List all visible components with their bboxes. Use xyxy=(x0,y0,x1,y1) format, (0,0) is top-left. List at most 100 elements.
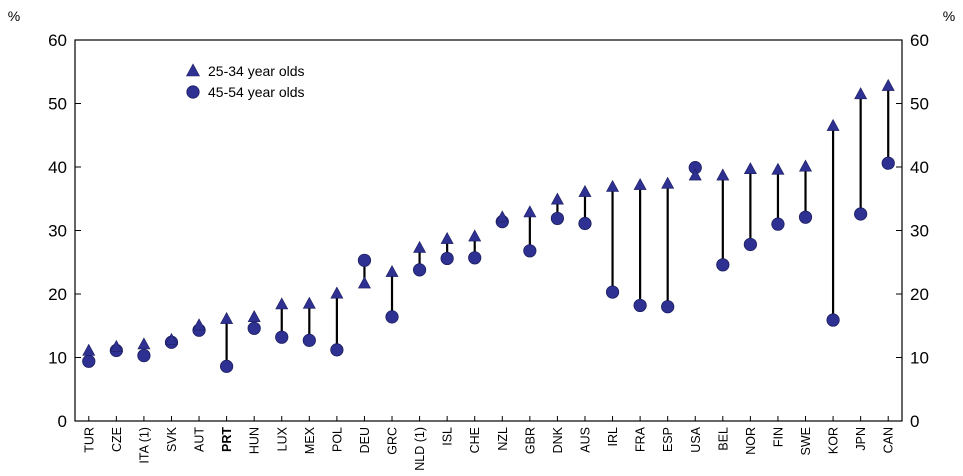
point-45-54 xyxy=(854,207,868,221)
point-25-34 xyxy=(385,264,399,277)
y-tick-label-left: 50 xyxy=(48,95,67,114)
point-25-34 xyxy=(468,229,482,242)
x-category-label: AUS xyxy=(578,427,592,453)
point-25-34 xyxy=(109,339,123,352)
point-45-54 xyxy=(578,216,592,231)
point-45-54 xyxy=(330,343,344,357)
point-25-34 xyxy=(330,286,344,299)
point-45-54 xyxy=(357,253,372,267)
x-category-label: SVK xyxy=(165,426,179,452)
y-tick-label-right: 60 xyxy=(910,31,929,50)
point-45-54 xyxy=(605,285,620,299)
y-tick-label-left: 60 xyxy=(48,31,67,50)
x-category-label: ESP xyxy=(661,427,675,452)
x-category-label: HUN xyxy=(248,427,262,454)
point-45-54 xyxy=(798,210,813,224)
legend-label-45-54: 45-54 year olds xyxy=(208,84,305,100)
y-tick-label-left: 40 xyxy=(48,158,67,177)
point-45-54 xyxy=(550,211,565,226)
point-25-34 xyxy=(606,179,620,192)
x-category-label: CHE xyxy=(468,427,482,453)
y-tick-label-left: 20 xyxy=(48,285,67,304)
point-45-54 xyxy=(771,217,785,231)
x-category-label: KOR xyxy=(827,427,841,454)
point-25-34 xyxy=(82,343,96,356)
y-tick-label-right: 50 xyxy=(910,95,929,114)
x-category-label: SWE xyxy=(799,427,813,455)
point-25-34 xyxy=(633,177,647,190)
point-45-54 xyxy=(137,348,151,363)
legend: 25-34 year olds 45-54 year olds xyxy=(185,63,305,100)
x-category-label: PRT xyxy=(220,427,234,452)
x-category-label: NOR xyxy=(744,427,758,455)
point-25-34 xyxy=(495,210,509,223)
x-category-label: MEX xyxy=(303,426,317,454)
y-axis-left: 0 10 20 30 40 50 60% xyxy=(8,8,81,431)
x-category-label: ISL xyxy=(441,427,455,446)
x-category-label: CAN xyxy=(882,427,896,453)
point-25-34 xyxy=(220,311,234,324)
connectors-layer xyxy=(87,86,890,367)
point-45-54 xyxy=(826,313,840,327)
point-45-54 xyxy=(412,263,427,277)
point-25-34 xyxy=(688,168,702,181)
x-category-label: POL xyxy=(330,427,344,452)
y-tick-label-right: 0 xyxy=(910,412,919,431)
y-unit-left: % xyxy=(8,8,20,24)
y-unit-right: % xyxy=(943,8,955,24)
x-category-label: JPN xyxy=(854,427,868,451)
point-45-54 xyxy=(302,333,316,347)
y-tick-label-left: 0 xyxy=(58,412,67,431)
point-25-34 xyxy=(192,318,206,331)
y-axis-right: 0 10 20 30 40 50 60% xyxy=(896,8,955,431)
x-category-label: GBR xyxy=(523,427,537,454)
x-axis: TUR CZE ITA (1) SVK AUT PRT HUN LUX MEX POL DEU GRC… xyxy=(82,416,896,471)
point-45-54 xyxy=(743,237,757,252)
y-tick-label-left: 10 xyxy=(48,349,67,368)
y-tick-label-right: 30 xyxy=(910,222,929,241)
point-25-34 xyxy=(854,87,868,100)
point-45-54 xyxy=(440,251,454,266)
x-category-label: FIN xyxy=(771,427,785,447)
x-category-label: IRL xyxy=(606,427,620,447)
point-25-34 xyxy=(302,296,316,309)
point-45-54 xyxy=(716,258,730,272)
point-25-34 xyxy=(164,332,178,345)
point-25-34 xyxy=(743,162,757,175)
point-25-34 xyxy=(357,276,371,289)
x-category-label: ITA (1) xyxy=(137,427,151,464)
markers-layer xyxy=(82,78,895,373)
point-25-34 xyxy=(247,310,261,322)
x-category-label: NLD (1) xyxy=(413,427,427,471)
x-category-label: AUT xyxy=(193,427,207,452)
y-tick-label-left: 30 xyxy=(48,222,67,241)
point-25-34 xyxy=(578,184,592,197)
y-tick-label-right: 20 xyxy=(910,285,929,304)
point-45-54 xyxy=(220,359,234,373)
point-25-34 xyxy=(413,240,427,253)
legend-circle-marker xyxy=(186,85,200,99)
x-category-label: USA xyxy=(689,426,703,452)
point-45-54 xyxy=(385,310,399,324)
x-category-label: NZL xyxy=(496,427,510,451)
point-45-54 xyxy=(633,298,647,313)
x-category-label: GRC xyxy=(386,427,400,455)
point-25-34 xyxy=(881,78,895,91)
point-25-34 xyxy=(137,337,151,350)
point-45-54 xyxy=(82,354,96,368)
point-45-54 xyxy=(247,321,261,335)
y-tick-label-right: 10 xyxy=(910,349,929,368)
x-category-label: CZE xyxy=(110,427,124,452)
point-25-34 xyxy=(440,231,454,244)
legend-triangle-marker xyxy=(185,63,201,77)
point-25-34 xyxy=(771,162,785,175)
x-category-label: DNK xyxy=(551,426,565,453)
y-tick-label-right: 40 xyxy=(910,158,929,177)
x-category-label: BEL xyxy=(716,427,730,451)
point-45-54 xyxy=(275,330,289,344)
point-25-34 xyxy=(661,176,675,189)
x-category-label: FRA xyxy=(634,426,648,452)
point-25-34 xyxy=(716,168,730,181)
x-category-label: TUR xyxy=(82,427,96,453)
